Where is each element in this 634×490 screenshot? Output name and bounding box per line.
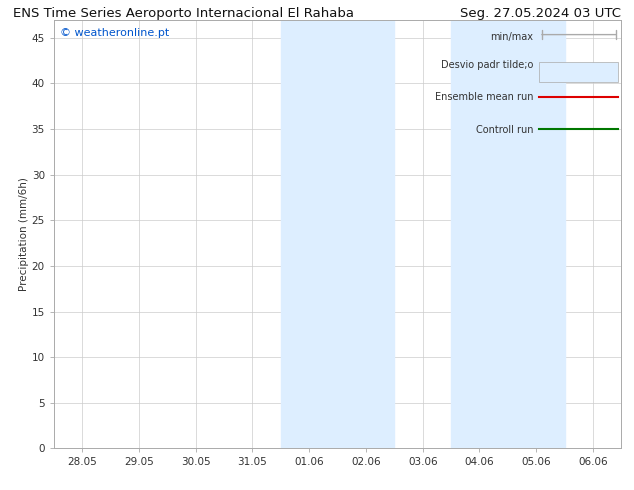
Text: Ensemble mean run: Ensemble mean run: [435, 93, 533, 102]
Text: © weatheronline.pt: © weatheronline.pt: [60, 28, 169, 38]
Bar: [281, 20, 394, 448]
Text: Seg. 27.05.2024 03 UTC: Seg. 27.05.2024 03 UTC: [460, 7, 621, 21]
Bar: [539, 62, 619, 82]
Text: min/max: min/max: [490, 32, 533, 43]
Text: Desvio padr tilde;o: Desvio padr tilde;o: [441, 60, 533, 71]
Y-axis label: Precipitation (mm/6h): Precipitation (mm/6h): [19, 177, 29, 291]
Bar: [451, 20, 564, 448]
Text: ENS Time Series Aeroporto Internacional El Rahaba: ENS Time Series Aeroporto Internacional …: [13, 7, 354, 21]
Text: Controll run: Controll run: [476, 124, 533, 135]
